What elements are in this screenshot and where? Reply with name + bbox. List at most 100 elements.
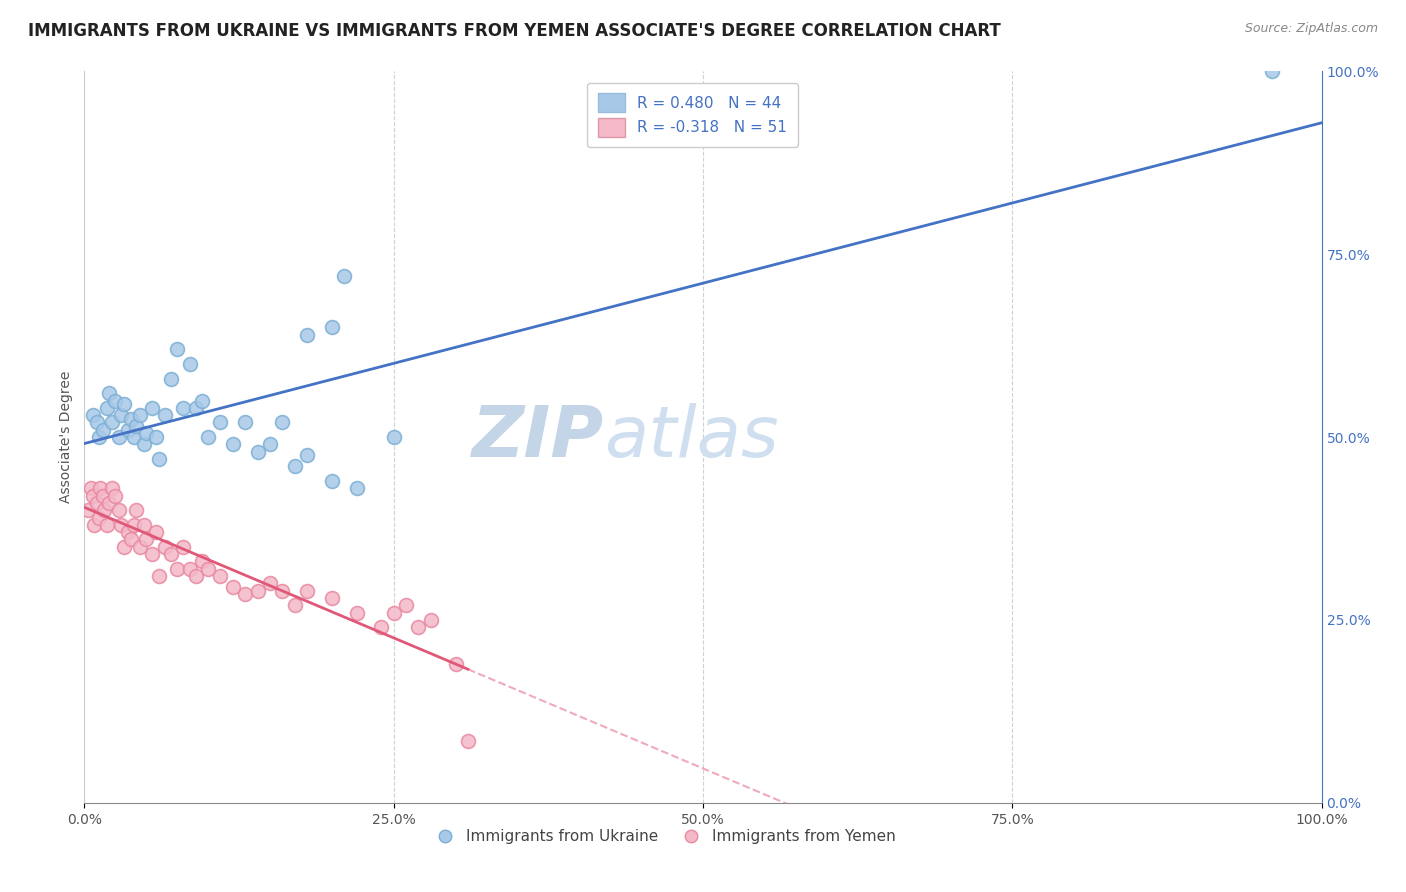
Point bbox=[153, 408, 176, 422]
Point bbox=[284, 599, 307, 613]
Point bbox=[96, 401, 118, 415]
Y-axis label: Associate's Degree: Associate's Degree bbox=[59, 371, 73, 503]
Point bbox=[98, 496, 121, 510]
Point bbox=[104, 393, 127, 408]
Point bbox=[86, 496, 108, 510]
Point bbox=[233, 587, 256, 601]
Point bbox=[129, 408, 152, 422]
Point bbox=[122, 517, 145, 532]
Point bbox=[117, 525, 139, 540]
Point bbox=[108, 430, 131, 444]
Point bbox=[132, 437, 155, 451]
Point bbox=[209, 569, 232, 583]
Point bbox=[166, 562, 188, 576]
Text: IMMIGRANTS FROM UKRAINE VS IMMIGRANTS FROM YEMEN ASSOCIATE'S DEGREE CORRELATION : IMMIGRANTS FROM UKRAINE VS IMMIGRANTS FR… bbox=[28, 22, 1001, 40]
Point bbox=[100, 481, 122, 495]
Point bbox=[91, 423, 114, 437]
Point bbox=[100, 416, 122, 430]
Point bbox=[148, 569, 170, 583]
Point bbox=[346, 481, 368, 495]
Point bbox=[141, 547, 163, 561]
Point bbox=[77, 503, 100, 517]
Point bbox=[197, 562, 219, 576]
Point bbox=[145, 525, 167, 540]
Point bbox=[419, 613, 441, 627]
Point bbox=[160, 547, 183, 561]
Point bbox=[132, 517, 155, 532]
Point bbox=[117, 423, 139, 437]
Point bbox=[145, 430, 167, 444]
Text: atlas: atlas bbox=[605, 402, 779, 472]
Point bbox=[166, 343, 188, 357]
Point bbox=[295, 583, 318, 598]
Text: ZIP: ZIP bbox=[472, 402, 605, 472]
Point bbox=[197, 430, 219, 444]
Point bbox=[370, 620, 392, 634]
Point bbox=[321, 591, 343, 605]
Point bbox=[122, 430, 145, 444]
Point bbox=[83, 517, 105, 532]
Point bbox=[125, 419, 148, 434]
Legend: Immigrants from Ukraine, Immigrants from Yemen: Immigrants from Ukraine, Immigrants from… bbox=[430, 822, 903, 850]
Point bbox=[135, 533, 157, 547]
Point bbox=[222, 580, 245, 594]
Point bbox=[141, 401, 163, 415]
Point bbox=[271, 416, 294, 430]
Point bbox=[382, 430, 405, 444]
Point bbox=[86, 416, 108, 430]
Point bbox=[259, 576, 281, 591]
Point bbox=[135, 426, 157, 441]
Point bbox=[82, 408, 104, 422]
Point bbox=[129, 540, 152, 554]
Point bbox=[295, 327, 318, 342]
Point bbox=[222, 437, 245, 451]
Point bbox=[321, 474, 343, 488]
Point bbox=[120, 412, 142, 426]
Point bbox=[153, 540, 176, 554]
Point bbox=[395, 599, 418, 613]
Point bbox=[110, 408, 132, 422]
Point bbox=[408, 620, 430, 634]
Point bbox=[321, 320, 343, 334]
Point bbox=[110, 517, 132, 532]
Text: Source: ZipAtlas.com: Source: ZipAtlas.com bbox=[1244, 22, 1378, 36]
Point bbox=[246, 444, 269, 458]
Point bbox=[209, 416, 232, 430]
Point bbox=[179, 562, 201, 576]
Point bbox=[172, 401, 194, 415]
Point bbox=[172, 540, 194, 554]
Point bbox=[333, 269, 356, 284]
Point bbox=[295, 448, 318, 462]
Point bbox=[184, 569, 207, 583]
Point bbox=[184, 401, 207, 415]
Point bbox=[1261, 64, 1284, 78]
Point bbox=[284, 459, 307, 474]
Point bbox=[179, 357, 201, 371]
Point bbox=[246, 583, 269, 598]
Point bbox=[346, 606, 368, 620]
Point bbox=[120, 533, 142, 547]
Point bbox=[104, 489, 127, 503]
Point bbox=[382, 606, 405, 620]
Point bbox=[79, 481, 101, 495]
Point bbox=[112, 397, 135, 411]
Point bbox=[191, 554, 214, 568]
Point bbox=[82, 489, 104, 503]
Point bbox=[98, 386, 121, 401]
Point bbox=[148, 452, 170, 467]
Point bbox=[89, 481, 111, 495]
Point bbox=[91, 489, 114, 503]
Point bbox=[259, 437, 281, 451]
Point bbox=[89, 510, 111, 524]
Point bbox=[125, 503, 148, 517]
Point bbox=[233, 416, 256, 430]
Point bbox=[160, 371, 183, 385]
Point bbox=[108, 503, 131, 517]
Point bbox=[271, 583, 294, 598]
Point bbox=[93, 503, 115, 517]
Point bbox=[96, 517, 118, 532]
Point bbox=[457, 733, 479, 747]
Point bbox=[112, 540, 135, 554]
Point bbox=[444, 657, 467, 671]
Point bbox=[89, 430, 111, 444]
